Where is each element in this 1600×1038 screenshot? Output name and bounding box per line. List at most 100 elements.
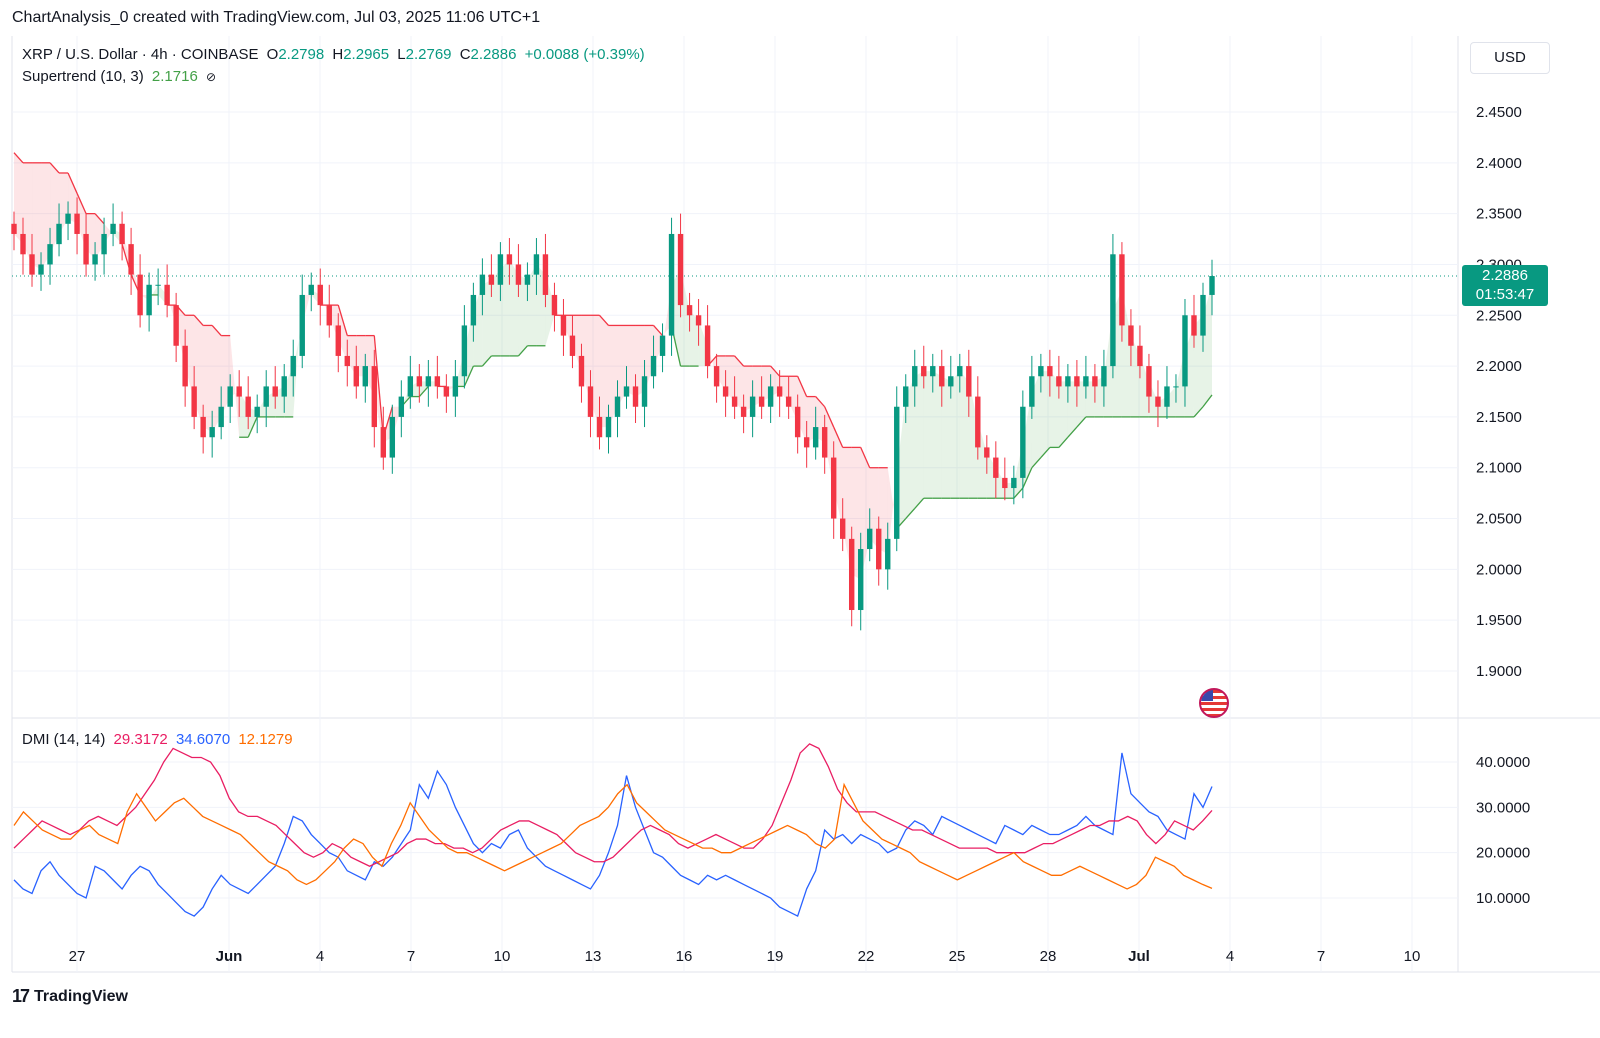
supertrend-segment bbox=[734, 355, 745, 367]
candle-body bbox=[416, 376, 423, 387]
supertrend-segment bbox=[1076, 416, 1087, 428]
candle-body bbox=[389, 416, 396, 458]
candle-body bbox=[506, 254, 513, 265]
candle-body bbox=[542, 254, 549, 295]
candle-body bbox=[912, 366, 918, 387]
supertrend-segment bbox=[815, 396, 826, 408]
supertrend-segment bbox=[905, 507, 916, 519]
candle-body bbox=[659, 335, 666, 356]
price-tick-label: 2.0500 bbox=[1476, 511, 1522, 528]
candle-body bbox=[47, 244, 53, 265]
supertrend-band bbox=[14, 152, 24, 245]
flag-icon[interactable] bbox=[1199, 688, 1229, 718]
candle-body bbox=[245, 396, 251, 417]
supertrend-band bbox=[482, 279, 492, 367]
candle-body bbox=[623, 386, 630, 397]
supertrend-band bbox=[716, 355, 726, 392]
candle-body bbox=[1191, 315, 1197, 336]
candle-body bbox=[966, 366, 972, 397]
time-tick-label: 16 bbox=[676, 948, 693, 965]
candle-body bbox=[533, 254, 540, 275]
footer-brand: TradingView bbox=[34, 987, 128, 1005]
supertrend-band bbox=[518, 274, 528, 356]
candle-body bbox=[452, 376, 459, 397]
candle-body bbox=[776, 386, 783, 397]
candle-body bbox=[704, 325, 711, 367]
dmi-tick-label: 40.0000 bbox=[1476, 754, 1530, 771]
supertrend-band bbox=[239, 391, 249, 438]
eye-off-icon[interactable]: ⊘ bbox=[205, 70, 217, 84]
supertrend-band bbox=[779, 376, 789, 402]
supertrend-segment bbox=[193, 314, 204, 326]
axes: 2.45002.40002.35002.30002.25002.20002.15… bbox=[69, 104, 1531, 965]
candle-body bbox=[74, 213, 80, 234]
candle-body bbox=[587, 386, 594, 417]
candle-body bbox=[173, 305, 179, 346]
candle-body bbox=[885, 538, 891, 570]
supertrend-band bbox=[923, 371, 933, 499]
supertrend-band bbox=[1085, 381, 1095, 417]
currency-button[interactable]: USD bbox=[1470, 42, 1550, 74]
supertrend-band bbox=[932, 371, 942, 499]
supertrend-label[interactable]: Supertrend (10, 3) bbox=[22, 68, 144, 85]
candle-body bbox=[993, 457, 999, 478]
open-value: 2.2798 bbox=[278, 46, 325, 63]
candle-body bbox=[1146, 366, 1152, 397]
low-label: L bbox=[397, 46, 406, 63]
candle-body bbox=[137, 274, 143, 316]
candle-body bbox=[722, 386, 729, 397]
supertrend-segment bbox=[67, 172, 78, 194]
supertrend-segment bbox=[1013, 487, 1024, 499]
supertrend-band bbox=[581, 315, 591, 402]
dmi-line-adx bbox=[13, 782, 1213, 890]
supertrend-band bbox=[1067, 381, 1077, 438]
last-price-value: 2.2886 bbox=[1482, 267, 1528, 284]
dmi-label[interactable]: DMI (14, 14) bbox=[22, 731, 106, 748]
tradingview-footer[interactable]: 17 TradingView bbox=[12, 986, 128, 1007]
candle-body bbox=[1074, 376, 1080, 387]
candle-body bbox=[695, 315, 702, 326]
candle-body bbox=[1209, 276, 1215, 295]
dmi-legend: DMI (14, 14) 29.3172 34.6070 12.1279 bbox=[22, 731, 297, 748]
candle-body bbox=[1020, 406, 1026, 478]
supertrend-segment bbox=[914, 497, 925, 509]
candle-body bbox=[1173, 386, 1179, 388]
time-tick-label: 7 bbox=[1317, 948, 1325, 965]
candle-body bbox=[921, 366, 927, 377]
candle-body bbox=[948, 376, 954, 387]
time-tick-label: Jul bbox=[1128, 948, 1150, 965]
supertrend-band bbox=[941, 376, 951, 499]
candle-body bbox=[254, 406, 260, 417]
candle-body bbox=[29, 254, 35, 275]
candle-body bbox=[335, 325, 341, 356]
candle-body bbox=[867, 528, 873, 550]
candle-body bbox=[461, 325, 468, 377]
supertrend-band bbox=[293, 294, 303, 417]
supertrend-band bbox=[914, 371, 924, 509]
supertrend-band bbox=[338, 305, 348, 362]
candle-body bbox=[290, 355, 296, 377]
candle-body bbox=[218, 406, 224, 428]
candle-body bbox=[119, 223, 125, 245]
supertrend-band bbox=[68, 172, 78, 224]
supertrend-band bbox=[1193, 315, 1203, 417]
supertrend-segment bbox=[49, 162, 60, 174]
supertrend-segment bbox=[833, 426, 844, 448]
supertrend-segment bbox=[653, 325, 664, 337]
time-tick-label: 25 bbox=[949, 948, 966, 965]
supertrend-segment bbox=[1067, 426, 1078, 438]
candle-body bbox=[515, 264, 522, 285]
candle-body bbox=[668, 233, 675, 336]
candle-body bbox=[713, 366, 720, 387]
candle-body bbox=[939, 366, 945, 387]
change-value: +0.0088 (+0.39%) bbox=[524, 46, 645, 63]
symbol-label[interactable]: XRP / U.S. Dollar · 4h · COINBASE bbox=[22, 46, 259, 63]
candle-body bbox=[1065, 376, 1071, 387]
price-tick-label: 2.2500 bbox=[1476, 307, 1522, 324]
candle-body bbox=[272, 386, 278, 397]
candle-body bbox=[903, 386, 909, 407]
candle-body bbox=[1029, 376, 1035, 407]
dmi-minus-value: 34.6070 bbox=[175, 731, 231, 748]
candle-body bbox=[740, 406, 747, 417]
